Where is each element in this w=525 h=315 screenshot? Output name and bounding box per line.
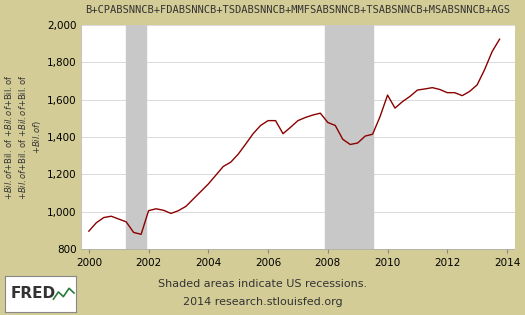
Y-axis label: (Bil. of $+Bil. of $+Bil. of $+Bil. of
$+Bil. of $+Bil. of $+Bil. of $+Bil. of
$: (Bil. of $+Bil. of $+Bil. of $+Bil. of $… [0, 65, 43, 209]
Bar [126, 25, 146, 249]
Text: 2014 research.stlouisfed.org: 2014 research.stlouisfed.org [183, 297, 342, 307]
Text: Shaded areas indicate US recessions.: Shaded areas indicate US recessions. [158, 279, 367, 289]
Text: FRED: FRED [11, 285, 56, 301]
Bar [326, 25, 373, 249]
Text: B+CPABSNNCB+FDABSNNCB+TSDABSNNCB+MMFSABSNNCB+TSABSNNCB+MSABSNNCB+AGS: B+CPABSNNCB+FDABSNNCB+TSDABSNNCB+MMFSABS… [86, 5, 510, 15]
